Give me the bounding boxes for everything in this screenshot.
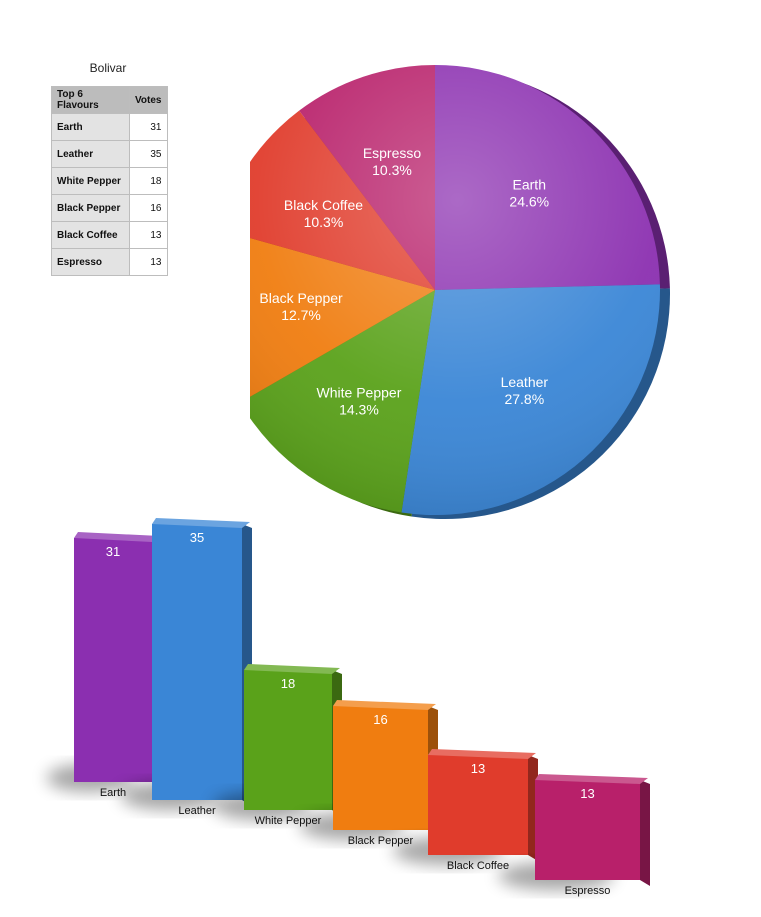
- pie-slice-name-label: Black Coffee: [284, 197, 363, 213]
- pie-gloss: [250, 65, 660, 515]
- bar-value-label: 13: [580, 786, 594, 801]
- row-votes: 13: [129, 221, 168, 249]
- bar-category-label: Espresso: [565, 885, 611, 897]
- row-votes: 35: [129, 140, 168, 168]
- bar: [152, 524, 242, 800]
- bar-value-label: 18: [281, 676, 295, 691]
- column-header-flavours: Top 6 Flavours: [51, 86, 130, 114]
- bar-top: [535, 774, 648, 784]
- bar-top: [244, 664, 340, 674]
- row-name: Leather: [51, 140, 130, 168]
- table-title: Bolivar: [89, 61, 127, 75]
- bar: [535, 780, 640, 880]
- pie-slice-percent-label: 27.8%: [504, 391, 544, 407]
- bar-top: [152, 518, 250, 528]
- bar: [428, 755, 528, 855]
- table-header-row: Top 6 Flavours Votes: [51, 86, 168, 114]
- bar-side: [640, 780, 650, 886]
- bar-top: [74, 532, 160, 542]
- bar-category-label: Black Coffee: [447, 860, 509, 872]
- bar-top: [428, 749, 536, 759]
- pie-slice-name-label: Earth: [513, 176, 546, 192]
- bar-category-label: Earth: [100, 787, 126, 799]
- bar-value-label: 35: [190, 530, 204, 545]
- pie-slice-name-label: White Pepper: [317, 385, 402, 401]
- row-votes: 13: [129, 248, 168, 276]
- table-row: Earth 31: [51, 113, 168, 141]
- row-name: Earth: [51, 113, 130, 141]
- pie-slice-percent-label: 12.7%: [281, 307, 321, 323]
- table-row: Black Pepper 16: [51, 194, 168, 222]
- row-name: Black Pepper: [51, 194, 130, 222]
- row-name: Black Coffee: [51, 221, 130, 249]
- pie-slice-percent-label: 24.6%: [509, 193, 549, 209]
- table-row: Espresso 13: [51, 248, 168, 276]
- table-row: White Pepper 18: [51, 167, 168, 195]
- pie-slice-percent-label: 10.3%: [304, 214, 344, 230]
- table-row: Leather 35: [51, 140, 168, 168]
- column-header-votes: Votes: [129, 86, 168, 114]
- bar-category-label: Black Pepper: [348, 835, 414, 847]
- bar-top: [333, 700, 436, 710]
- bar-value-label: 16: [373, 712, 387, 727]
- bar-category-label: Leather: [178, 805, 216, 817]
- row-votes: 31: [129, 113, 168, 141]
- bar-value-label: 13: [471, 761, 485, 776]
- bar: [333, 706, 428, 830]
- row-votes: 16: [129, 194, 168, 222]
- pie-slice-name-label: Espresso: [363, 145, 422, 161]
- pie-slice-percent-label: 14.3%: [339, 402, 379, 418]
- pie-slice-name-label: Leather: [501, 374, 549, 390]
- row-votes: 18: [129, 167, 168, 195]
- bar-value-label: 31: [106, 544, 120, 559]
- row-name: White Pepper: [51, 167, 130, 195]
- bar: [244, 670, 332, 810]
- table-row: Black Coffee 13: [51, 221, 168, 249]
- row-name: Espresso: [51, 248, 130, 276]
- bar: [74, 538, 152, 782]
- data-table: Top 6 Flavours Votes Earth 31 Leather 35 W…: [51, 86, 168, 276]
- pie-slice-percent-label: 10.3%: [372, 162, 412, 178]
- pie-slice-name-label: Black Pepper: [259, 290, 343, 306]
